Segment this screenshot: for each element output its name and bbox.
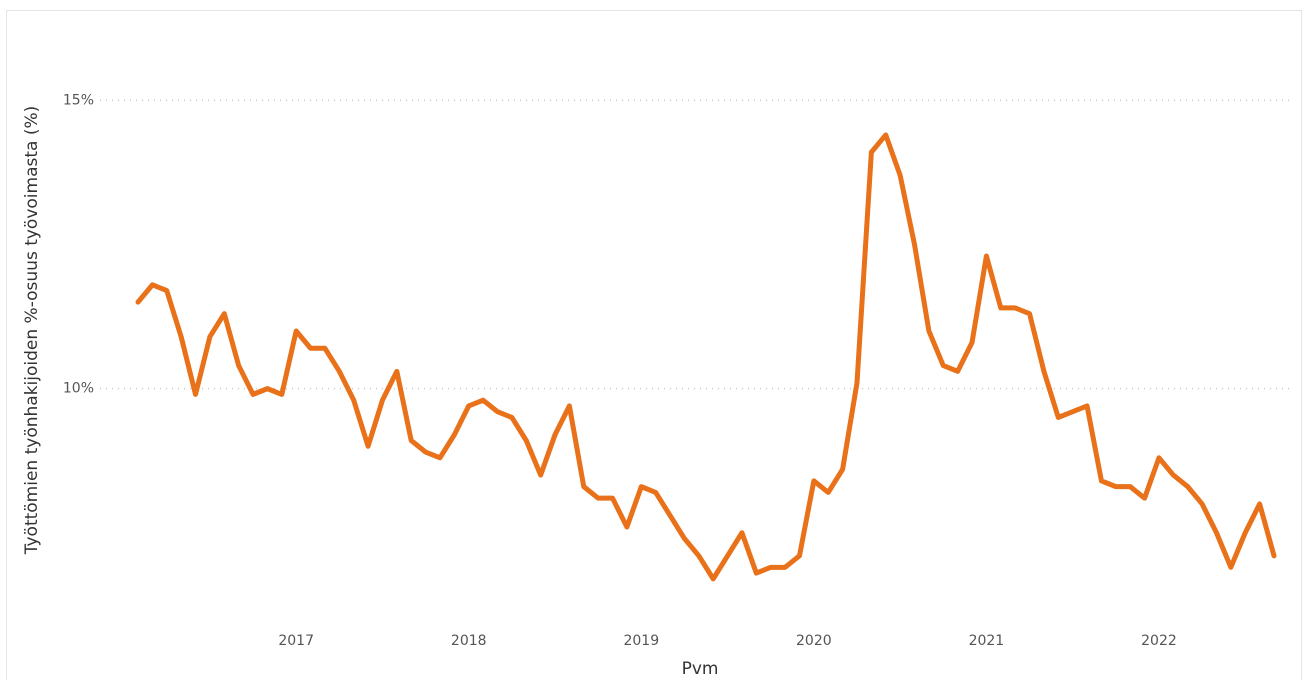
y-axis-title: Työttömien työnhakijoiden %-osuus työvoi…	[22, 106, 42, 556]
x-tick-label: 2018	[451, 633, 487, 649]
x-tick-label: 2017	[278, 633, 314, 649]
y-tick-label: 15%	[63, 92, 94, 108]
x-tick-label: 2019	[623, 633, 659, 649]
x-tick-label: 2021	[969, 633, 1005, 649]
line	[135, 132, 1277, 582]
y-tick-label: 10%	[63, 381, 94, 397]
x-axis-title: Pvm	[682, 659, 719, 679]
x-tick-label: 2022	[1141, 633, 1177, 649]
x-tick-label: 2020	[796, 633, 832, 649]
card	[6, 10, 1302, 680]
